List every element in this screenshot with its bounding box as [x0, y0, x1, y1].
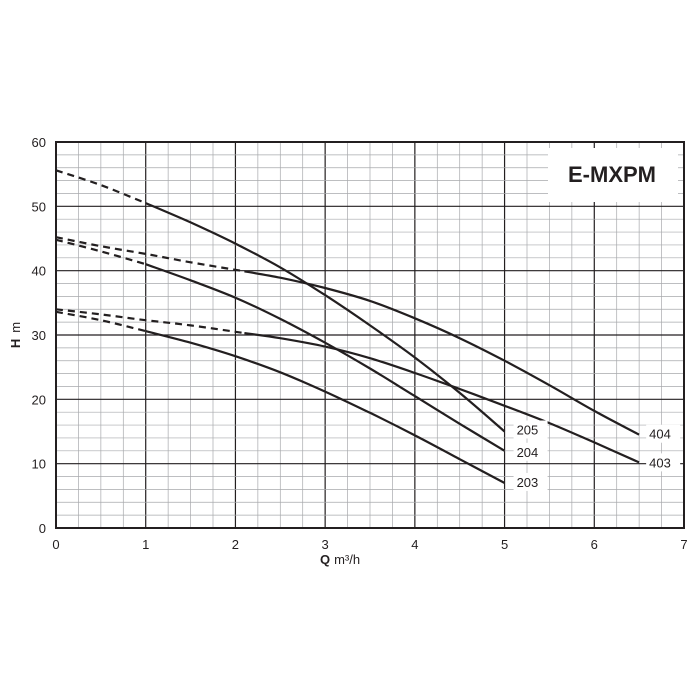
- curve-label-403: 403: [649, 455, 671, 470]
- curve-labels: 205 204 203 404 403: [513, 420, 681, 491]
- curve-403-dashed: [55, 308, 245, 335]
- curves: [55, 169, 640, 484]
- x-axis-unit: m³/h: [334, 552, 360, 567]
- plot-frame: [55, 141, 685, 529]
- curve-label-204: 204: [517, 445, 539, 460]
- y-tick-label: 10: [32, 457, 46, 472]
- curve-204-line: [145, 263, 506, 452]
- x-tick-label: 1: [142, 537, 149, 552]
- curve-203-line: [145, 330, 506, 484]
- x-tick-label: 0: [52, 537, 59, 552]
- x-axis-symbol: Q: [320, 552, 330, 567]
- x-tick-label: 4: [411, 537, 418, 552]
- x-tick-label: 2: [232, 537, 239, 552]
- chart-title: E-MXPM: [568, 162, 656, 187]
- x-tick-label: 5: [501, 537, 508, 552]
- x-tick-label: 7: [680, 537, 687, 552]
- curve-label-203-backing: [513, 472, 548, 491]
- curve-205-line: [145, 202, 506, 433]
- curve-205-dashed: [55, 169, 147, 205]
- curve-label-404-backing: [646, 424, 681, 443]
- y-tick-label: 60: [32, 135, 46, 150]
- curve-label-204-backing: [513, 442, 548, 461]
- y-tick-label: 30: [32, 328, 46, 343]
- chart-title-box: E-MXPM: [548, 148, 678, 202]
- curve-label-404: 404: [649, 427, 671, 442]
- x-tick-label: 6: [591, 537, 598, 552]
- y-tick-labels: 0 10 20 30 40 50 60: [32, 135, 46, 536]
- x-tick-labels: 0 1 2 3 4 5 6 7: [52, 537, 687, 552]
- curve-label-403-backing: [646, 453, 681, 472]
- y-axis-symbol: H: [8, 339, 23, 348]
- y-axis-unit: m: [8, 322, 23, 333]
- y-axis-title: Hm: [8, 322, 23, 348]
- grid: [56, 142, 684, 528]
- y-tick-label: 0: [39, 521, 46, 536]
- curve-label-205-backing: [513, 420, 548, 439]
- curve-404-line: [244, 270, 640, 436]
- y-tick-label: 20: [32, 392, 46, 407]
- curve-403-line: [244, 332, 640, 464]
- curve-label-205: 205: [517, 423, 539, 438]
- y-tick-label: 40: [32, 264, 46, 279]
- y-tick-label: 50: [32, 199, 46, 214]
- curve-label-203: 203: [517, 475, 539, 490]
- x-tick-label: 3: [322, 537, 329, 552]
